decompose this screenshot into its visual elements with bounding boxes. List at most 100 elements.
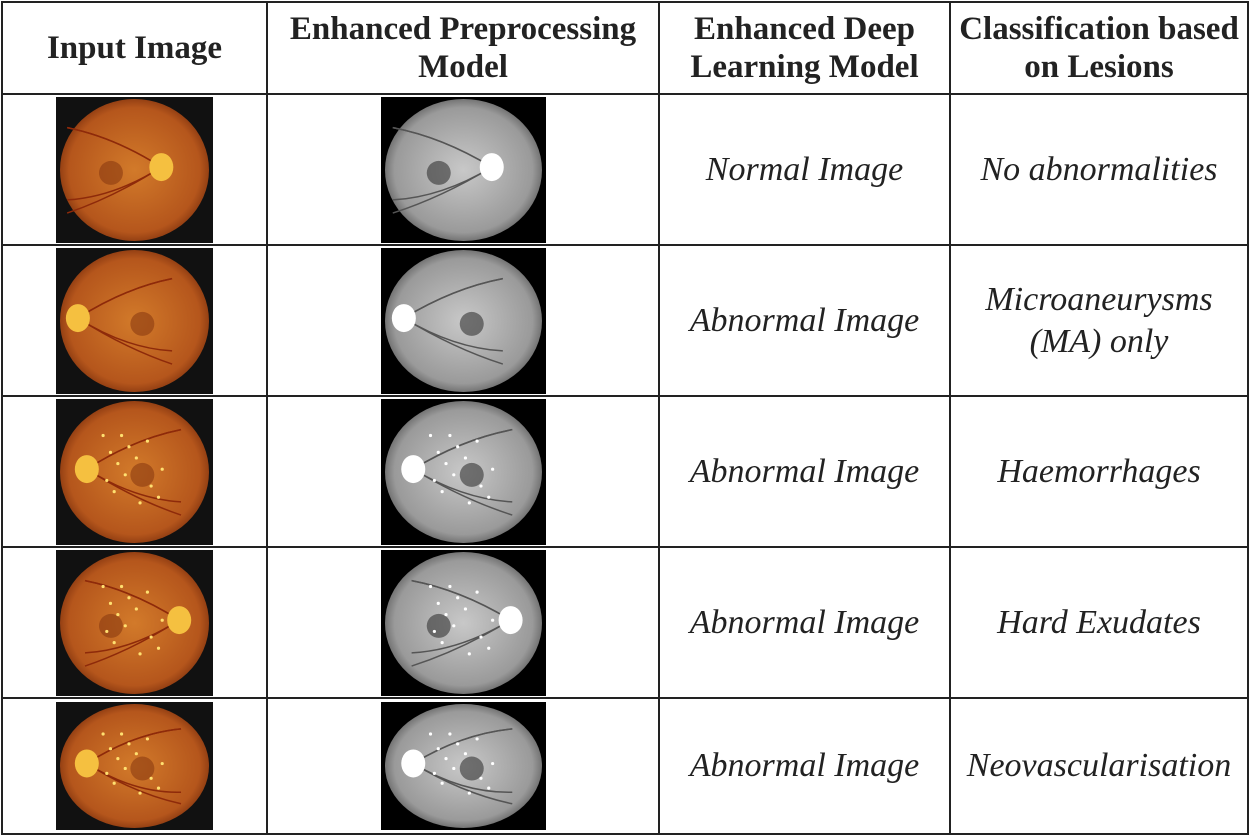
lesion (474, 439, 479, 443)
lesion (112, 489, 116, 493)
image-cell (1, 395, 268, 548)
lesion (428, 732, 432, 736)
table-row: Abnormal Image Neovascularisation (1, 697, 1249, 835)
table-row: Abnormal Image Microaneurysms (MA) only (1, 244, 1249, 397)
header-cell: Classification based on Lesions (949, 1, 1249, 95)
lesion (123, 623, 127, 627)
image-cell (266, 697, 660, 835)
lesion (127, 444, 131, 448)
retina (60, 98, 209, 241)
lesion (160, 761, 164, 766)
lesion (149, 776, 153, 780)
input-fundus-image (56, 96, 213, 243)
lesion (436, 601, 440, 605)
model-output: Abnormal Image (658, 244, 951, 397)
lesion (451, 766, 455, 771)
lesion (490, 467, 494, 471)
lesion (467, 500, 471, 504)
lesion (443, 757, 448, 761)
input-fundus-image (56, 398, 213, 545)
lesion (160, 618, 164, 622)
lesion (467, 791, 471, 795)
optic-disc (400, 454, 425, 483)
lesion-class: Hard Exudates (949, 546, 1249, 699)
lesion (116, 612, 120, 616)
lesion (474, 590, 479, 594)
lesion (455, 595, 459, 599)
table-row: Normal Image No abnormalities (1, 93, 1249, 246)
lesion (478, 483, 483, 488)
image-cell (266, 244, 660, 397)
macula (459, 311, 484, 336)
model-output: Normal Image (658, 93, 951, 246)
input-fundus-image (56, 702, 213, 830)
lesion (490, 761, 494, 766)
lesion (134, 606, 138, 611)
lesion (436, 450, 440, 454)
lesion (447, 584, 452, 588)
lesion (451, 623, 455, 627)
lesion (112, 781, 116, 785)
lesion (440, 489, 444, 493)
lesion (127, 595, 131, 599)
lesion (116, 461, 120, 465)
optic-disc (167, 605, 192, 634)
optic-disc (391, 303, 416, 332)
lesion (138, 651, 142, 655)
lesion (108, 601, 113, 605)
optic-disc (400, 749, 425, 778)
header-row: Input Image Enhanced Preprocessing Model… (1, 1, 1249, 95)
lesion (108, 747, 113, 751)
optic-disc (74, 749, 99, 778)
table-row: Abnormal Image Haemorrhages (1, 395, 1249, 548)
enhanced-fundus-image (380, 398, 546, 545)
lesion (436, 747, 440, 751)
retina (384, 551, 542, 694)
enhanced-fundus-image (380, 702, 546, 830)
lesion (134, 455, 138, 460)
lesion (432, 629, 436, 633)
lesion (447, 433, 452, 437)
header-cell: Enhanced Preprocessing Model (266, 1, 660, 95)
lesion (145, 590, 150, 594)
macula (459, 462, 484, 487)
header-cell: Input Image (1, 1, 268, 95)
lesion (156, 786, 161, 790)
macula (426, 613, 451, 638)
lesion-class: No abnormalities (949, 93, 1249, 246)
lesion (116, 757, 120, 761)
lesion (149, 483, 153, 488)
lesion (463, 455, 467, 460)
lesion (432, 478, 436, 482)
lesion (486, 786, 490, 790)
lesion (138, 500, 142, 504)
image-cell (266, 395, 660, 548)
lesion (127, 742, 131, 746)
optic-disc (498, 605, 523, 634)
image-cell (266, 546, 660, 699)
image-cell (1, 244, 268, 397)
lesion (160, 467, 164, 471)
retina (60, 551, 209, 694)
lesion (467, 651, 471, 655)
lesion (474, 737, 479, 741)
lesion (123, 472, 127, 476)
lesion (443, 461, 448, 465)
macula (98, 160, 123, 185)
lesion (486, 495, 490, 499)
lesion (101, 584, 105, 588)
lesion (451, 472, 455, 476)
lesion (119, 433, 124, 437)
input-fundus-image (56, 549, 213, 696)
model-output: Abnormal Image (658, 395, 951, 548)
lesion (101, 732, 105, 736)
macula (130, 462, 155, 487)
lesion (105, 478, 109, 482)
optic-disc (149, 152, 174, 181)
lesion (455, 444, 459, 448)
lesion (463, 752, 467, 756)
lesion (156, 495, 161, 499)
lesion (440, 640, 444, 644)
enhanced-fundus-image (380, 96, 546, 243)
lesion (149, 634, 153, 639)
